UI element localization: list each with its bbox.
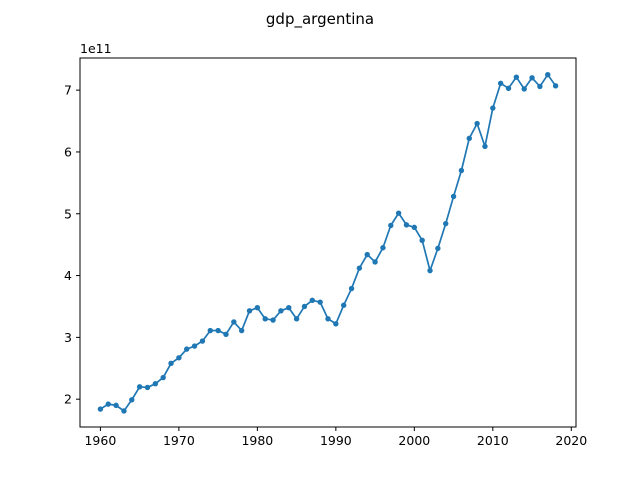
data-point [466, 135, 472, 142]
data-point [545, 71, 551, 78]
data-point [176, 355, 182, 361]
x-axis-ticks: 1960 1970 1980 1990 2000 2010 2020 [84, 427, 587, 448]
y-tick-label: 3 [64, 330, 72, 345]
x-tick-label: 2020 [555, 433, 587, 448]
data-point [497, 80, 504, 87]
data-point [364, 251, 370, 258]
data-point [309, 297, 316, 303]
data-point [427, 267, 433, 274]
data-point [207, 327, 213, 334]
y-axis-offset-label: 1e11 [80, 41, 112, 56]
x-tick-label: 2010 [477, 433, 509, 448]
data-point [278, 308, 284, 314]
data-point [136, 384, 143, 390]
data-point [215, 327, 221, 334]
x-tick-label: 1980 [241, 433, 273, 448]
chart-title: gdp_argentina [266, 10, 374, 29]
data-point [129, 397, 135, 403]
data-point [270, 317, 276, 323]
data-point [184, 346, 190, 352]
data-point [113, 402, 119, 409]
y-tick-label: 5 [64, 206, 72, 221]
data-point [521, 86, 527, 92]
data-point [168, 360, 174, 367]
data-point [372, 259, 378, 265]
data-point [152, 381, 159, 387]
data-point [191, 343, 198, 349]
data-point [450, 193, 457, 200]
x-tick-label: 2000 [398, 433, 430, 448]
data-point [356, 265, 363, 271]
y-axis-ticks: 2 3 4 5 6 7 [64, 83, 80, 407]
data-point [262, 316, 268, 322]
y-tick-label: 4 [64, 268, 72, 283]
data-point [505, 85, 512, 91]
data-point [325, 316, 331, 322]
data-point [411, 224, 418, 231]
data-point [97, 406, 104, 412]
data-point [254, 305, 261, 311]
x-tick-label: 1970 [163, 433, 195, 448]
data-point [537, 83, 543, 90]
data-point [105, 401, 111, 407]
axes-frame [79, 57, 577, 428]
data-point [443, 220, 449, 227]
y-tick-label: 6 [64, 144, 72, 159]
data-point [333, 321, 339, 327]
data-point [419, 237, 425, 244]
data-point [552, 83, 559, 89]
data-point [348, 285, 355, 292]
data-point [286, 305, 292, 311]
data-point [458, 167, 465, 174]
data-point [246, 308, 253, 314]
data-point [160, 374, 166, 381]
y-tick-label: 2 [64, 392, 72, 407]
data-point [529, 75, 535, 81]
data-point [231, 319, 237, 325]
data-point [403, 222, 410, 228]
x-tick-label: 1990 [320, 433, 352, 448]
data-point [490, 105, 496, 111]
y-tick-label: 7 [64, 83, 72, 98]
data-point [395, 210, 402, 216]
data-point [293, 316, 300, 322]
data-point [301, 303, 308, 310]
data-point [238, 327, 245, 334]
data-point [340, 302, 347, 308]
data-point [513, 74, 520, 80]
data-point [223, 331, 229, 337]
data-point [388, 222, 394, 229]
data-point [380, 245, 386, 251]
data-point [435, 245, 441, 252]
data-point [474, 120, 480, 127]
data-point [482, 143, 488, 150]
series-layer [97, 71, 559, 414]
data-point [121, 408, 127, 414]
series-line [99, 73, 557, 412]
data-point [144, 384, 151, 391]
data-point [199, 338, 206, 344]
x-tick-label: 1960 [84, 433, 116, 448]
data-point [317, 299, 323, 305]
